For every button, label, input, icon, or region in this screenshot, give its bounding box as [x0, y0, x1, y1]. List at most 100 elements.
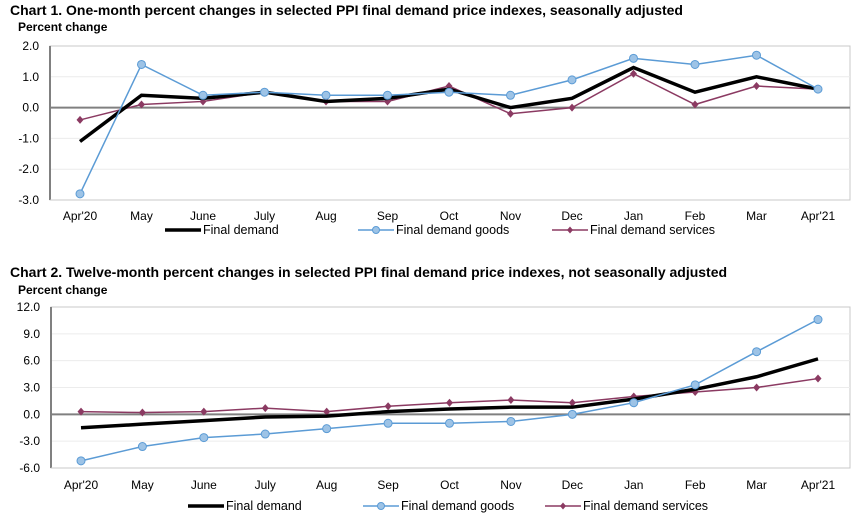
- x-tick-label: Nov: [500, 209, 521, 223]
- y-tick-label: 9.0: [23, 327, 40, 341]
- data-point-goods: [567, 75, 577, 85]
- data-point-services: [814, 374, 822, 383]
- x-tick-label: June: [190, 209, 216, 223]
- data-point-goods: [752, 50, 761, 60]
- legend-marker: [377, 502, 385, 510]
- data-point-goods: [75, 189, 85, 199]
- data-point-goods: [322, 424, 332, 434]
- chart2-title: Chart 2. Twelve-month percent changes in…: [10, 264, 728, 280]
- legend-label: Final demand services: [590, 223, 715, 237]
- series-line-final-demand: [80, 357, 819, 430]
- x-tick-label: Oct: [440, 209, 459, 223]
- data-point-services: [630, 69, 637, 78]
- data-point-services: [261, 404, 269, 413]
- y-tick-label: -2.0: [18, 162, 39, 176]
- data-point-goods: [444, 87, 454, 97]
- y-tick-label: 2.0: [22, 39, 39, 53]
- x-tick-label: May: [131, 478, 154, 492]
- data-point-goods: [198, 90, 208, 100]
- data-point-services: [200, 407, 208, 416]
- data-point-services: [446, 398, 453, 407]
- data-point-goods: [383, 90, 392, 100]
- x-tick-label: Apr'20: [63, 209, 98, 223]
- data-point-goods: [260, 429, 270, 439]
- legend-item-final-demand-services: Final demand services: [552, 223, 715, 237]
- y-tick-label: -3.0: [19, 434, 40, 448]
- data-point-services: [568, 103, 576, 112]
- y-tick-label: -3.0: [18, 193, 39, 207]
- x-tick-label: Apr'20: [64, 478, 99, 492]
- x-tick-label: Nov: [500, 478, 521, 492]
- legend-marker: [560, 502, 566, 510]
- x-tick-label: Dec: [561, 209, 582, 223]
- data-point-goods: [752, 347, 762, 357]
- data-point-services: [753, 82, 760, 91]
- x-tick-label: Jan: [624, 209, 643, 223]
- data-point-services: [384, 402, 392, 411]
- data-point-services: [138, 408, 146, 417]
- series-line-final-demand-goods: [80, 318, 819, 462]
- x-tick-label: Feb: [685, 209, 706, 223]
- data-point-services: [138, 100, 145, 109]
- y-tick-label: 0.0: [22, 101, 39, 115]
- data-point-goods: [567, 409, 577, 419]
- y-tick-label: 0.0: [23, 407, 40, 421]
- data-point-services: [77, 407, 85, 416]
- series-line-final-demand-goods: [79, 54, 819, 195]
- y-tick-label: 1.0: [22, 70, 39, 84]
- data-point-goods: [199, 433, 209, 443]
- data-point-goods: [260, 87, 269, 97]
- data-point-services: [507, 396, 515, 405]
- x-tick-label: Mar: [746, 478, 767, 492]
- legend-marker: [567, 226, 573, 234]
- y-tick-label: 6.0: [23, 354, 40, 368]
- data-point-goods: [137, 442, 147, 452]
- data-point-goods: [321, 90, 331, 100]
- data-point-goods: [506, 416, 516, 426]
- x-tick-label: June: [191, 478, 217, 492]
- legend-item-final-demand-goods: Final demand goods: [363, 499, 514, 513]
- legend-item-final-demand: Final demand: [165, 223, 279, 237]
- legend-label: Final demand: [203, 223, 279, 237]
- chart2: 12.0 9.0 6.0 3.0 0.0 -3.0 -6.0 Apr'20 May June Jul…: [17, 300, 851, 513]
- x-tick-label: May: [130, 209, 153, 223]
- data-point-goods: [813, 84, 823, 94]
- legend-item-final-demand-goods: Final demand goods: [358, 223, 509, 237]
- data-point-goods: [445, 418, 454, 428]
- legend-label: Final demand: [226, 499, 302, 513]
- x-tick-label: Sep: [377, 209, 399, 223]
- y-tick-label: 12.0: [17, 300, 41, 314]
- data-point-services: [753, 383, 761, 392]
- x-tick-label: Apr'21: [801, 478, 836, 492]
- x-tick-label: July: [255, 478, 276, 492]
- data-point-goods: [813, 315, 823, 325]
- x-tick-label: Oct: [440, 478, 459, 492]
- x-tick-label: Feb: [685, 478, 706, 492]
- data-point-goods: [76, 456, 86, 466]
- chart1: 2.0 1.0 0.0 -1.0 -2.0 -3.0 Apr'20 May June July Au…: [18, 39, 851, 237]
- data-point-services: [691, 100, 699, 109]
- x-tick-label: Apr'21: [801, 209, 836, 223]
- data-point-goods: [383, 418, 393, 428]
- y-tick-label: 3.0: [23, 381, 40, 395]
- data-point-goods: [137, 59, 146, 69]
- x-tick-label: Aug: [315, 209, 336, 223]
- legend-item-final-demand-services: Final demand services: [545, 499, 708, 513]
- data-point-goods: [690, 380, 700, 390]
- data-point-services: [76, 115, 84, 124]
- x-tick-label: Jan: [624, 478, 643, 492]
- chart1-ylabel: Percent change: [18, 20, 108, 34]
- data-point-services: [568, 398, 576, 407]
- data-point-goods: [690, 59, 700, 69]
- data-point-goods: [629, 398, 639, 408]
- data-point-services: [323, 407, 331, 416]
- y-tick-label: -6.0: [19, 461, 40, 475]
- x-tick-label: Aug: [316, 478, 337, 492]
- legend-marker: [372, 226, 380, 234]
- legend-item-final-demand: Final demand: [188, 499, 302, 513]
- x-tick-label: July: [254, 209, 275, 223]
- chart1-title: Chart 1. One-month percent changes in se…: [10, 2, 683, 18]
- chart2-ylabel: Percent change: [18, 283, 108, 297]
- series-line-final-demand: [78, 65, 819, 143]
